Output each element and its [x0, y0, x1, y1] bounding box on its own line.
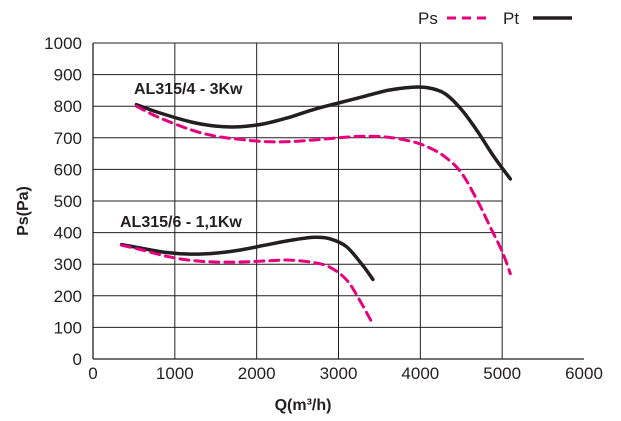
- y-tick-label: 500: [54, 192, 82, 211]
- x-tick-label: 1000: [156, 364, 194, 383]
- grid: [93, 42, 503, 359]
- series-layer: [119, 85, 513, 323]
- y-tick-label: 200: [54, 287, 82, 306]
- x-axis-title: Q(m³/h): [275, 397, 332, 414]
- x-tick-label: 6000: [565, 364, 603, 383]
- curve-label-al315-6: AL315/6 - 1,1Kw: [120, 214, 242, 231]
- y-tick-label: 1000: [44, 34, 82, 53]
- legend-label-pt: Pt: [503, 9, 519, 28]
- legend: Ps Pt: [418, 9, 572, 28]
- curve-label-al315-4: AL315/4 - 3Kw: [134, 81, 243, 98]
- y-tick-label: 0: [73, 350, 82, 369]
- series-al315-6-1-1kw-ps: [120, 243, 373, 323]
- x-tick-label: 3000: [320, 364, 358, 383]
- y-tick-label: 700: [54, 129, 82, 148]
- y-tick-label: 300: [54, 255, 82, 274]
- x-tick-label: 0: [88, 364, 97, 383]
- y-tick-label: 600: [54, 160, 82, 179]
- y-tick-label: 100: [54, 318, 82, 337]
- x-tick-label: 2000: [238, 364, 276, 383]
- legend-label-ps: Ps: [418, 9, 438, 28]
- y-axis-title: Ps(Pa): [15, 186, 32, 236]
- series-al315-4-3kw-ps: [134, 104, 512, 276]
- x-tick-label: 4000: [401, 364, 439, 383]
- series-al315-6-1-1kw-pt: [119, 235, 375, 282]
- y-tick-label: 400: [54, 224, 82, 243]
- tick-labels: 0 1000 2000 3000 4000 5000 6000 0 100 200 300 400 50…: [44, 34, 603, 383]
- axes: [92, 43, 584, 360]
- series-al315-4-3kw-pt: [134, 85, 513, 181]
- y-tick-label: 900: [54, 66, 82, 85]
- x-tick-label: 5000: [483, 364, 521, 383]
- y-tick-label: 800: [54, 97, 82, 116]
